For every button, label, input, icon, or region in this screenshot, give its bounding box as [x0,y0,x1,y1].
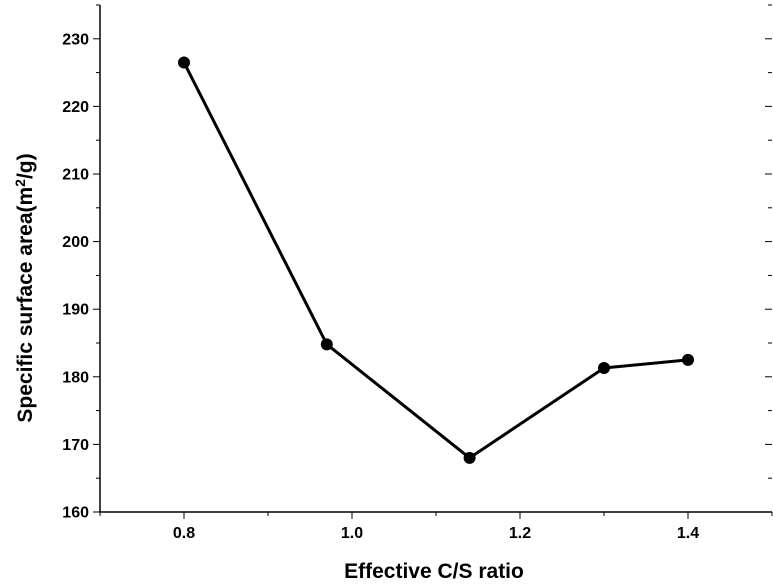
x-tick-label: 0.8 [173,525,195,542]
x-axis-title: Effective C/S ratio [344,560,524,583]
series-line [182,61,689,460]
y-axis-title-superscript: 2 [12,179,28,187]
x-tick-label: 1.2 [509,525,531,542]
data-point [178,56,190,69]
data-series [178,56,694,464]
y-tick-label: 180 [62,369,89,386]
data-point [320,338,333,351]
y-tick-label: 160 [62,505,89,522]
data-point [682,353,694,366]
x-axis-ticks: 0.8 1.0 1.2 1.4 [99,512,773,542]
y-axis-title-suffix: /g) [14,153,37,179]
y-axis-title-main: Specific surface area(m [14,187,37,423]
y-tick-label: 210 [62,167,89,184]
y-tick-label: 170 [62,437,89,454]
y-tick-label: 220 [62,99,89,116]
y-tick-label: 230 [62,31,89,48]
y-axis-title: Specific surface area(m2/g) [12,153,37,422]
y-axis-ticks: 160 170 180 190 200 210 220 230 [62,4,772,522]
axes [99,5,772,513]
x-tick-label: 1.0 [341,525,363,542]
data-point [598,362,610,375]
y-tick-label: 200 [62,234,89,251]
data-point [463,451,476,464]
x-tick-label: 1.4 [677,525,699,542]
y-tick-label: 190 [62,302,89,319]
